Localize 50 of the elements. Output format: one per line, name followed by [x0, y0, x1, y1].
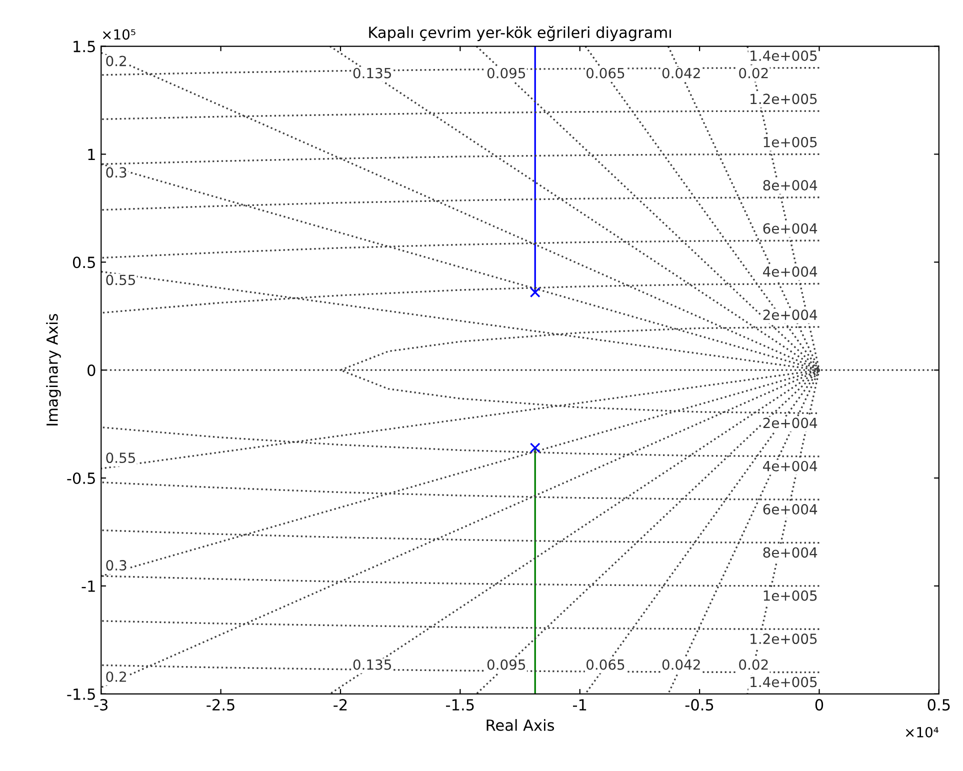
annotation: 1.4e+005 — [750, 50, 817, 61]
x-tick-label: -2.5 — [206, 699, 234, 711]
annotation: 8e+004 — [763, 180, 818, 191]
x-tick-label: -3 — [94, 699, 108, 711]
y-tick-label: 1.5 — [74, 40, 95, 52]
annotation: 1.2e+005 — [750, 634, 817, 644]
y-tick-label: -1.5 — [67, 688, 95, 700]
annotation: 0.02 — [739, 68, 768, 78]
y-axis-title: Imaginary Axis — [46, 314, 61, 426]
chart-title: Kapalı çevrim yer-kök eğrileri diyagramı — [369, 26, 671, 42]
annotation: 0.55 — [106, 452, 135, 464]
text: ×10⁴ — [906, 726, 938, 738]
x-tick-label: 0.5 — [928, 699, 950, 711]
annotation: 1.2e+005 — [750, 94, 817, 104]
annotation: 0.55 — [106, 274, 135, 286]
annotation: 0.065 — [586, 659, 624, 670]
x-tick-label: -1 — [572, 699, 586, 710]
annotation: 1.4e+005 — [750, 676, 817, 688]
x-tick-label: -2 — [334, 699, 347, 710]
x-tick-label: -1.5 — [446, 699, 474, 711]
annotation: 4e+004 — [762, 266, 818, 277]
annotation: 1e+005 — [764, 590, 817, 601]
annotation: 0.095 — [487, 659, 526, 670]
annotation: 0.095 — [487, 68, 526, 78]
x-tick-label: 0 — [815, 699, 824, 711]
annotation: 6e+004 — [763, 504, 818, 515]
x-axis-title: Real Axis — [486, 719, 554, 731]
y-tick-label: 0.5 — [72, 256, 95, 268]
text: ×10⁵ — [103, 29, 136, 40]
annotation: 0.065 — [586, 68, 624, 78]
annotation: 2e+004 — [763, 310, 818, 320]
annotation: 0.3 — [106, 167, 126, 178]
y-tick-label: 0 — [88, 364, 96, 376]
annotation: 4e+004 — [762, 460, 818, 472]
annotation: 0.02 — [739, 659, 768, 670]
annotation: 0.042 — [662, 68, 700, 78]
y-tick-label: -0.5 — [67, 472, 95, 484]
annotation: 0.042 — [662, 659, 700, 670]
annotation: 0.3 — [106, 560, 126, 571]
annotation: 2e+004 — [763, 418, 818, 428]
annotation: 0.2 — [106, 671, 126, 682]
annotation: 8e+004 — [763, 547, 818, 558]
x-tick-label: -0.5 — [685, 699, 714, 711]
y-tick-label: -1 — [82, 580, 95, 592]
annotation: 6e+004 — [763, 223, 818, 234]
y-tick-label: 1 — [88, 148, 95, 160]
annotation: 1e+005 — [764, 136, 817, 148]
annotation: 0.135 — [353, 68, 391, 78]
annotation: 0.2 — [106, 56, 126, 66]
annotation: 0.135 — [353, 659, 391, 670]
